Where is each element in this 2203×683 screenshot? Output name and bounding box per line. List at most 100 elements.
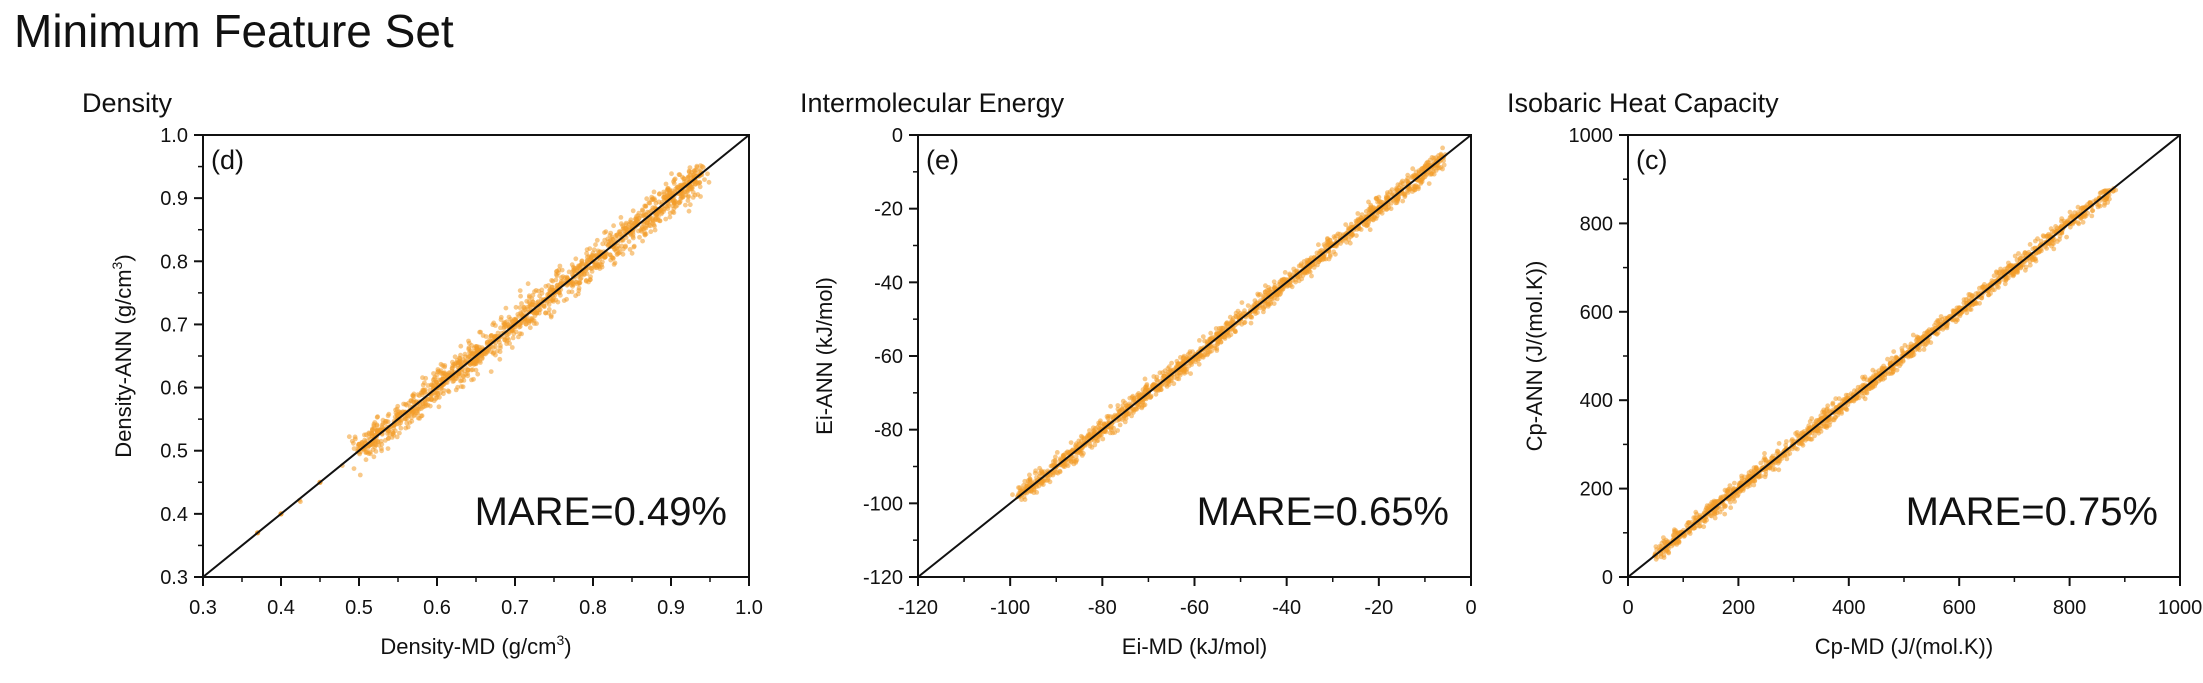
scatter-point bbox=[483, 334, 489, 339]
scatter-point bbox=[1224, 320, 1230, 325]
scatter-point bbox=[671, 210, 677, 216]
scatter-point bbox=[1186, 363, 1192, 369]
scatter-point bbox=[503, 305, 509, 311]
scatter-point bbox=[608, 257, 614, 263]
scatter-point bbox=[596, 249, 602, 255]
scatter-point bbox=[1880, 376, 1886, 382]
scatter-point bbox=[1157, 370, 1163, 376]
scatter-point bbox=[643, 212, 648, 218]
x-tick-label: 800 bbox=[2053, 597, 2086, 619]
scatter-point bbox=[1873, 381, 1878, 387]
scatter-point bbox=[1346, 237, 1352, 242]
scatter-point bbox=[548, 313, 554, 318]
scatter-point bbox=[1966, 295, 1972, 301]
scatter-point bbox=[1176, 370, 1182, 376]
y-tick-label: 0.8 bbox=[160, 251, 188, 273]
scatter-point bbox=[2003, 277, 2009, 282]
scatter-point bbox=[656, 191, 662, 197]
scatter-point bbox=[1200, 334, 1206, 339]
scatter-point bbox=[1922, 342, 1928, 348]
scatter-point bbox=[623, 243, 628, 249]
scatter-point bbox=[1980, 284, 1986, 289]
scatter-point bbox=[1301, 259, 1307, 264]
scatter-point bbox=[1799, 441, 1805, 447]
scatter-point bbox=[397, 430, 402, 436]
scatter-point bbox=[557, 263, 563, 269]
scatter-point bbox=[1067, 449, 1073, 455]
scatter-point bbox=[386, 436, 391, 441]
scatter-point bbox=[401, 401, 406, 407]
scatter-point bbox=[508, 316, 513, 322]
parity-line bbox=[1627, 134, 2181, 578]
scatter-point bbox=[697, 180, 702, 186]
chart-panel-1: 0.3 0.4 0.5 0.6 0.7 0.8 0.9 1.0 0.3 0.4 0.5 0.6 0.7 0… bbox=[82, 88, 763, 659]
scatter-point bbox=[569, 289, 575, 295]
scatter-point bbox=[1087, 428, 1092, 433]
scatter-point bbox=[372, 442, 378, 447]
scatter-point bbox=[510, 335, 516, 341]
scatter-point bbox=[1730, 496, 1736, 502]
scatter-point bbox=[611, 223, 616, 229]
scatter-point bbox=[1255, 291, 1261, 297]
scatter-point bbox=[2085, 210, 2091, 216]
scatter-point bbox=[409, 418, 415, 424]
scatter-point bbox=[1704, 505, 1709, 511]
scatter-point bbox=[571, 282, 577, 287]
scatter-point bbox=[349, 438, 355, 444]
scatter-point bbox=[1061, 463, 1067, 468]
y-tick-label: -40 bbox=[874, 272, 903, 294]
scatter-point bbox=[695, 192, 701, 197]
scatter-point bbox=[394, 434, 400, 440]
scatter-point bbox=[1355, 211, 1361, 216]
scatter-point bbox=[585, 254, 590, 260]
scatter-point bbox=[498, 325, 503, 331]
scatter-point bbox=[549, 278, 554, 283]
scatter-point bbox=[1359, 212, 1365, 218]
scatter-point bbox=[498, 345, 503, 351]
scatter-point bbox=[1383, 207, 1389, 212]
scatter-point bbox=[1098, 418, 1103, 424]
scatter-point bbox=[671, 206, 677, 212]
scatter-point bbox=[1230, 318, 1235, 323]
scatter-point bbox=[2012, 253, 2018, 259]
scatter-point bbox=[686, 169, 692, 175]
scatter-point bbox=[1293, 279, 1298, 285]
scatter-point bbox=[669, 171, 674, 177]
scatter-point bbox=[1935, 330, 1941, 336]
scatter-point bbox=[1821, 424, 1827, 429]
scatter-point bbox=[298, 499, 303, 505]
scatter-point bbox=[690, 190, 696, 195]
scatter-point bbox=[579, 262, 584, 267]
scatter-point bbox=[1335, 231, 1341, 237]
scatter-point bbox=[1068, 440, 1074, 445]
scatter-point bbox=[431, 398, 437, 404]
scatter-point bbox=[1214, 346, 1220, 351]
scatter-point bbox=[419, 413, 425, 419]
x-axis-label-main: Ei-MD (kJ/mol) bbox=[1122, 634, 1267, 659]
scatter-point bbox=[1763, 457, 1769, 463]
scatter-point bbox=[1817, 417, 1823, 423]
scatter-point bbox=[1728, 505, 1734, 511]
scatter-point bbox=[1977, 300, 1982, 306]
scatter-point bbox=[373, 449, 379, 454]
scatter-point bbox=[630, 208, 636, 214]
y-tick-label: -100 bbox=[863, 493, 903, 515]
scatter-point bbox=[620, 223, 625, 229]
scatter-point bbox=[435, 367, 441, 372]
scatter-point bbox=[1065, 463, 1071, 469]
y-tick-label: -120 bbox=[863, 567, 903, 589]
scatter-point bbox=[1180, 355, 1186, 361]
scatter-point bbox=[651, 222, 657, 228]
scatter-point bbox=[1852, 388, 1857, 394]
scatter-point bbox=[1662, 539, 1668, 545]
scatter-point bbox=[647, 200, 653, 206]
scatter-point bbox=[649, 194, 655, 200]
scatter-point bbox=[2100, 189, 2106, 195]
scatter-point bbox=[1858, 384, 1864, 390]
scatter-point bbox=[1922, 330, 1927, 336]
scatter-point bbox=[1921, 347, 1927, 352]
scatter-point bbox=[450, 359, 455, 365]
scatter-point bbox=[705, 171, 710, 177]
scatter-point bbox=[1882, 372, 1888, 378]
scatter-point bbox=[663, 181, 669, 187]
